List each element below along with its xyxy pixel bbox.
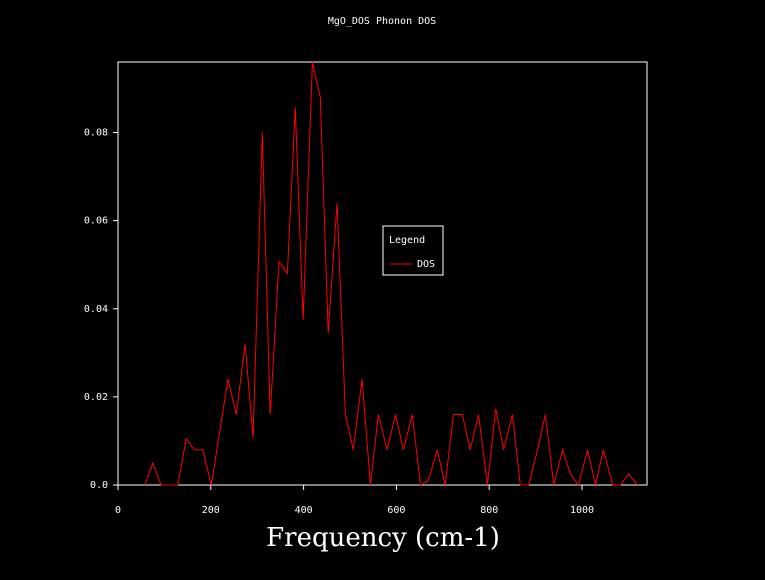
y-tick-label: 0.04: [84, 304, 108, 315]
x-tick-label: 1000: [570, 505, 594, 516]
y-tick-label: 0.02: [84, 392, 108, 403]
chart-title: MgO_DOS Phonon DOS: [328, 16, 436, 27]
x-tick-label: 400: [295, 505, 313, 516]
x-tick-label: 200: [202, 505, 220, 516]
data-line: [144, 61, 639, 487]
x-tick-label: 800: [480, 505, 498, 516]
x-axis-label: Frequency (cm-1): [266, 523, 500, 553]
plot-frame: [117, 61, 648, 486]
legend-title: Legend: [389, 235, 425, 246]
y-tick-label: 0.06: [84, 216, 108, 227]
x-tick-label: 0: [115, 505, 121, 516]
legend-box: [382, 225, 444, 276]
y-tick-label: 0.0: [90, 480, 108, 491]
legend-label: DOS: [417, 259, 435, 270]
y-tick-label: 0.08: [84, 128, 108, 139]
x-tick-label: 600: [387, 505, 405, 516]
